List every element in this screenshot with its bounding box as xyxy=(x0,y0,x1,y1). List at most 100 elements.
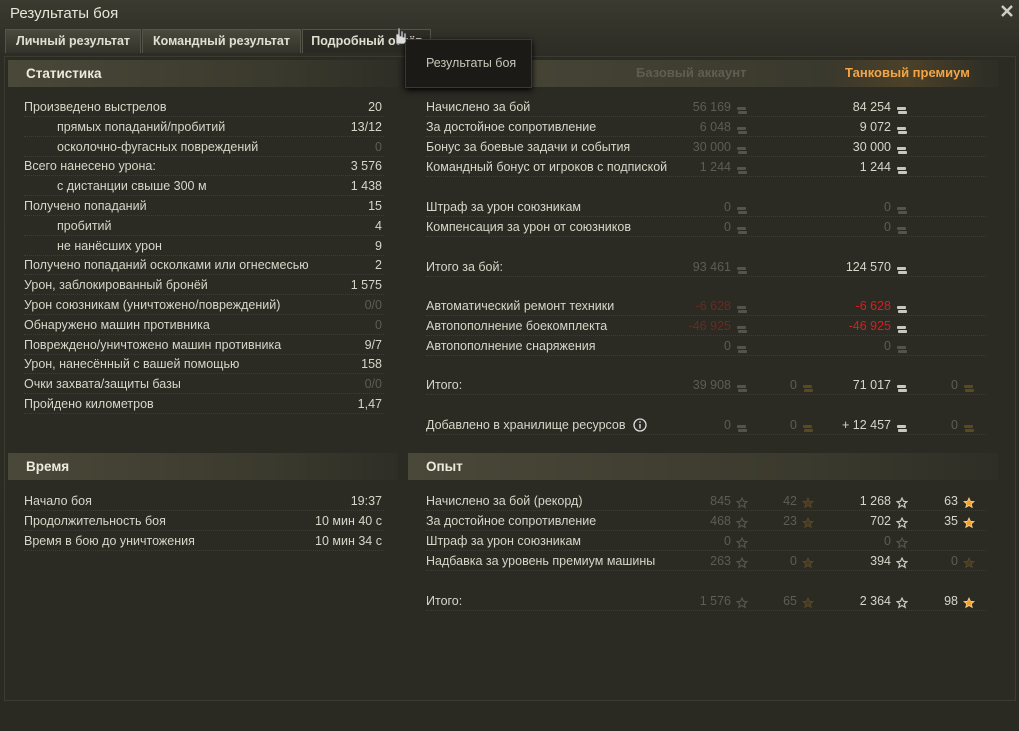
tab[interactable]: Командный результат xyxy=(142,29,301,53)
credits-value: 124 570 xyxy=(845,260,891,274)
credits-value: 0 xyxy=(884,220,891,234)
stat-label: Повреждено/уничтожено машин противника xyxy=(24,337,282,352)
experience-label: Начислено за бой (рекорд) xyxy=(426,494,583,508)
icon-star xyxy=(735,516,749,534)
icon-credit xyxy=(896,142,908,160)
credits-value: 0 xyxy=(790,418,797,432)
icon-credit xyxy=(736,162,748,180)
tab[interactable]: Личный результат xyxy=(5,29,141,53)
stat-value: 158 xyxy=(361,357,382,372)
section-title: Опыт xyxy=(426,459,463,474)
experience-value: 35 xyxy=(944,514,958,528)
stat-value: 9/7 xyxy=(364,337,382,352)
stat-label: Очки захвата/защиты базы xyxy=(24,377,181,392)
stat-label: Пройдено километров xyxy=(24,397,154,411)
row-separator xyxy=(24,135,384,137)
credits-value: 1 244 xyxy=(859,160,891,174)
icon-credit xyxy=(736,122,748,140)
row-separator xyxy=(426,216,986,217)
row-separator xyxy=(24,373,384,375)
premium-highlight xyxy=(828,60,984,87)
row-separator xyxy=(24,353,384,355)
time-label: Время в бою до уничтожения xyxy=(24,534,195,548)
content-panel xyxy=(4,56,1016,701)
stat-value: 1,47 xyxy=(357,397,382,411)
icon-credit xyxy=(896,380,908,398)
icon-fstar xyxy=(802,516,814,534)
icon-fstar xyxy=(802,496,814,514)
row-separator xyxy=(24,116,384,117)
row-separator xyxy=(426,510,986,511)
stat-value: 0 xyxy=(375,139,382,154)
stat-label: Урон, нанесённый с вашей помощью xyxy=(24,357,240,372)
stat-label: пробитий xyxy=(57,218,112,233)
credits-label: Компенсация за урон от союзников xyxy=(426,220,631,234)
row-separator xyxy=(426,355,986,356)
row-separator xyxy=(24,195,384,197)
stat-value: 15 xyxy=(368,199,382,213)
time-label: Продолжительность боя xyxy=(24,514,166,528)
icon-star xyxy=(895,556,909,574)
icon-gold xyxy=(802,420,814,438)
icon-credit xyxy=(896,301,908,319)
icon-fstar xyxy=(802,556,814,574)
icon-star xyxy=(895,496,909,514)
experience-value: 0 xyxy=(790,554,797,568)
icon-fstar xyxy=(963,496,975,514)
experience-value: 65 xyxy=(783,594,797,608)
icon-credit xyxy=(896,162,908,180)
row-separator xyxy=(24,530,384,531)
tooltip: Результаты боя xyxy=(405,39,532,88)
icon-star xyxy=(735,536,749,554)
icon-credit xyxy=(736,341,748,359)
row-separator xyxy=(24,175,384,177)
icon-star xyxy=(735,556,749,574)
experience-value: 702 xyxy=(870,514,891,528)
row-separator xyxy=(426,236,986,237)
credits-value: 0 xyxy=(790,378,797,392)
credits-value: -6 628 xyxy=(695,299,731,313)
info-icon[interactable] xyxy=(633,418,647,437)
icon-credit xyxy=(736,262,748,280)
row-separator xyxy=(24,274,384,276)
credits-value: 0 xyxy=(724,200,731,214)
experience-value: 0 xyxy=(951,554,958,568)
section-header: Опыт xyxy=(408,453,998,480)
icon-gold xyxy=(802,380,814,398)
stat-value: 1 438 xyxy=(350,179,382,194)
icon-credit xyxy=(896,202,908,220)
credits-value: 71 017 xyxy=(852,378,891,392)
credits-value: 0 xyxy=(884,200,891,214)
row-separator xyxy=(426,335,986,336)
time-value: 19:37 xyxy=(350,494,382,508)
row-separator xyxy=(24,155,384,157)
stat-label: Урон союзникам (уничтожено/повреждений) xyxy=(24,298,281,312)
credits-label: Начислено за бой xyxy=(426,100,531,114)
credits-value: 0 xyxy=(724,339,731,353)
experience-value: 0 xyxy=(884,534,891,548)
credits-value: 0 xyxy=(951,418,958,432)
icon-fstar xyxy=(963,516,975,534)
credits-value: -46 925 xyxy=(848,319,891,333)
icon-star xyxy=(735,596,749,614)
icon-star xyxy=(895,596,909,614)
stat-label: Всего нанесено урона: xyxy=(24,159,156,174)
credits-label: Итого за бой: xyxy=(426,260,503,274)
stat-value: 2 xyxy=(375,258,382,273)
section-header: Статистика xyxy=(8,60,398,87)
credits-label: Бонус за боевые задачи и события xyxy=(426,140,631,154)
stat-value: 1 575 xyxy=(350,278,382,293)
credits-label: Командный бонус от игроков с подпиской xyxy=(426,160,668,174)
row-separator xyxy=(426,434,986,435)
credits-label: Автопополнение боекомплекта xyxy=(426,319,608,333)
close-button[interactable] xyxy=(1000,4,1014,18)
icon-star xyxy=(895,516,909,534)
column-header: Базовый аккаунт xyxy=(636,65,747,80)
experience-value: 2 364 xyxy=(859,594,891,608)
credits-value: + 12 457 xyxy=(841,418,891,432)
experience-value: 23 xyxy=(783,514,797,528)
credits-value: 93 461 xyxy=(692,260,731,274)
icon-credit xyxy=(736,321,748,339)
icon-fstar xyxy=(963,596,975,614)
row-separator xyxy=(24,254,384,256)
